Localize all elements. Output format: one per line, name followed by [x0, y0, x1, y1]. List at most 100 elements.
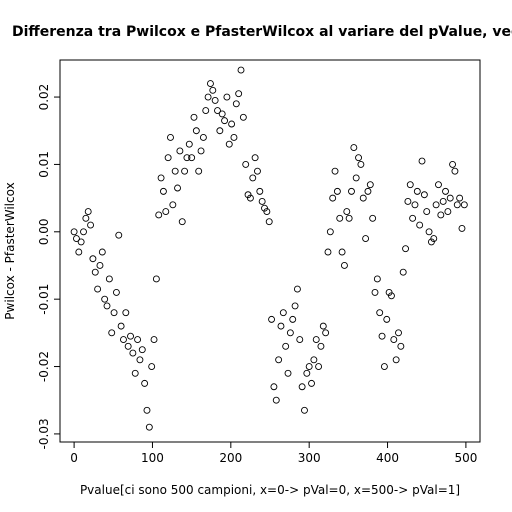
point: [75, 248, 83, 256]
point: [181, 167, 189, 175]
point: [289, 315, 297, 323]
point: [155, 211, 163, 219]
point: [395, 329, 402, 337]
y-tick-label: 0.02: [37, 84, 51, 111]
point: [105, 275, 113, 283]
point: [183, 154, 191, 162]
point: [388, 292, 395, 300]
y-tick-label: -0.03: [37, 418, 51, 449]
point: [350, 144, 358, 152]
point: [371, 288, 379, 296]
point: [91, 268, 99, 276]
point: [322, 329, 330, 337]
point: [406, 181, 414, 189]
point: [270, 383, 278, 391]
point: [296, 336, 304, 344]
point: [383, 315, 391, 323]
point: [446, 194, 454, 202]
point: [143, 406, 151, 414]
point: [209, 86, 217, 94]
point: [120, 336, 127, 344]
point: [340, 262, 348, 269]
point: [115, 231, 123, 239]
point: [331, 167, 339, 175]
point: [242, 160, 250, 168]
point: [103, 302, 111, 310]
point: [458, 224, 466, 232]
point: [453, 201, 461, 209]
point: [122, 309, 130, 317]
y-tick-label: -0.02: [37, 351, 51, 382]
point: [195, 167, 203, 175]
point: [291, 302, 299, 310]
point: [218, 110, 226, 118]
point: [317, 342, 325, 350]
point: [73, 235, 80, 242]
point: [352, 174, 360, 182]
point: [425, 228, 433, 236]
point: [437, 211, 445, 219]
point: [435, 181, 442, 189]
point: [312, 336, 320, 344]
point: [293, 285, 301, 293]
point: [409, 214, 417, 222]
point: [136, 356, 144, 364]
point: [305, 363, 313, 370]
point: [373, 275, 381, 283]
point: [338, 248, 346, 256]
point: [190, 113, 198, 121]
point: [301, 406, 308, 414]
point: [77, 238, 85, 246]
point: [228, 120, 236, 128]
point: [343, 208, 351, 216]
x-tick-label: 300: [298, 451, 321, 465]
point: [380, 363, 388, 370]
y-tick-label: 0.00: [37, 218, 51, 245]
point: [214, 107, 221, 114]
point: [399, 268, 407, 276]
point: [206, 80, 214, 88]
point: [221, 117, 229, 125]
point: [442, 187, 449, 195]
point: [202, 107, 210, 114]
point: [251, 154, 259, 162]
y-axis-label: Pwilcox - PfasterWilcox: [3, 182, 17, 319]
point: [392, 356, 400, 364]
point: [237, 66, 245, 74]
point: [439, 198, 447, 205]
point: [150, 336, 158, 344]
point: [413, 187, 421, 195]
x-tick-label: 200: [219, 451, 242, 465]
point: [265, 218, 273, 226]
point: [98, 248, 106, 256]
point: [138, 346, 146, 354]
point: [282, 342, 290, 350]
point: [364, 187, 372, 195]
point: [134, 336, 142, 344]
point: [110, 309, 118, 317]
point: [87, 221, 95, 229]
point: [444, 208, 452, 216]
point: [174, 184, 181, 192]
point: [141, 379, 149, 387]
point: [108, 329, 116, 337]
point: [378, 332, 386, 340]
point: [112, 288, 120, 296]
point: [157, 174, 165, 182]
point: [148, 363, 156, 370]
point: [390, 336, 398, 344]
point: [159, 187, 167, 195]
point: [235, 90, 243, 98]
point: [303, 369, 311, 377]
point: [94, 285, 102, 293]
point: [369, 214, 377, 222]
point: [199, 134, 207, 141]
point: [326, 228, 334, 236]
chart-title: Differenza tra Pwilcox e PfasterWilcox a…: [12, 24, 512, 40]
point: [284, 369, 292, 377]
point: [333, 187, 341, 195]
point: [167, 134, 174, 141]
point: [169, 201, 177, 209]
point: [246, 194, 254, 202]
point: [366, 181, 374, 189]
